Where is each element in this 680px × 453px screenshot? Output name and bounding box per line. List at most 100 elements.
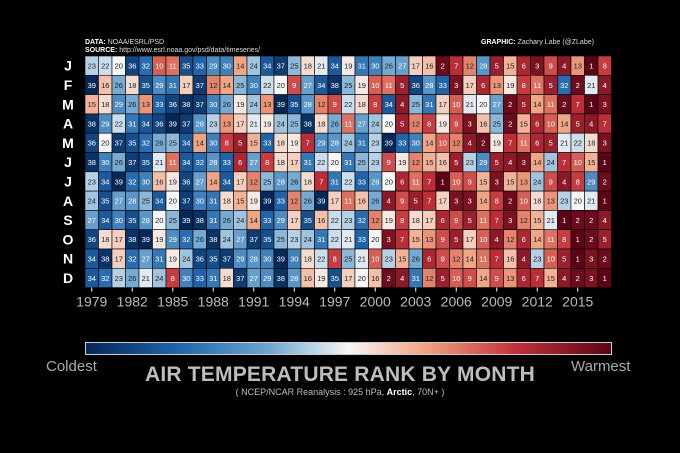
heatmap-cell-value: 22 bbox=[331, 235, 339, 244]
heatmap-cell-value: 7 bbox=[508, 139, 512, 148]
heatmap-cell-value: 18 bbox=[358, 100, 366, 109]
heatmap-cell-value: 16 bbox=[358, 197, 366, 206]
heatmap-cell-value: 15 bbox=[547, 274, 555, 283]
heatmap-cell-value: 33 bbox=[358, 177, 366, 186]
heatmap-cell-value: 24 bbox=[533, 177, 541, 186]
heatmap-cell-value: 5 bbox=[603, 235, 607, 244]
heatmap-cell-value: 22 bbox=[574, 139, 582, 148]
heatmap-cell-value: 25 bbox=[290, 119, 298, 128]
heatmap-cell-value: 38 bbox=[101, 254, 109, 263]
colorbar-warmest-label: Warmest bbox=[571, 358, 631, 375]
heatmap-cell-value: 26 bbox=[331, 119, 339, 128]
heatmap-cell-value: 20 bbox=[385, 119, 393, 128]
heatmap-cell-value: 14 bbox=[533, 235, 541, 244]
heatmap-cell-value: 28 bbox=[142, 216, 150, 225]
heatmap-cell-value: 25 bbox=[169, 216, 177, 225]
month-label: D bbox=[63, 270, 73, 286]
heatmap-cell-value: 12 bbox=[425, 274, 433, 283]
colorbar-coldest-label: Coldest bbox=[46, 358, 97, 375]
heatmap-cell-value: 9 bbox=[549, 61, 553, 70]
heatmap-cell-value: 31 bbox=[155, 254, 163, 263]
heatmap-cell-value: 37 bbox=[196, 100, 204, 109]
heatmap-cell-value: 22 bbox=[263, 81, 271, 90]
heatmap-cell-value: 7 bbox=[603, 119, 607, 128]
heatmap-cell-value: 3 bbox=[468, 197, 472, 206]
heatmap-cell-value: 37 bbox=[277, 61, 285, 70]
heatmap-cell-value: 31 bbox=[358, 61, 366, 70]
x-tick-label: 2003 bbox=[400, 294, 431, 310]
heatmap-cell-value: 34 bbox=[223, 177, 231, 186]
data-value: NOAA/ESRL/PSD bbox=[107, 39, 165, 46]
colorbar bbox=[85, 342, 612, 355]
heatmap-cell-value: 15 bbox=[412, 235, 420, 244]
heatmap-cell-value: 10 bbox=[547, 254, 555, 263]
heatmap-cell-value: 30 bbox=[115, 216, 123, 225]
heatmap-cell-value: 11 bbox=[169, 61, 177, 70]
heatmap-cell-value: 12 bbox=[466, 61, 474, 70]
heatmap-cell-value: 9 bbox=[333, 100, 337, 109]
heatmap-cell-value: 22 bbox=[317, 158, 325, 167]
heatmap-cell-value: 31 bbox=[425, 100, 433, 109]
heatmap-cell-value: 27 bbox=[88, 216, 96, 225]
heatmap-cell-value: 10 bbox=[155, 61, 163, 70]
heatmap-cell-value: 27 bbox=[196, 177, 204, 186]
heatmap-cell-value: 21 bbox=[547, 216, 555, 225]
heatmap-cell-value: 13 bbox=[547, 197, 555, 206]
heatmap-cell-value: 12 bbox=[412, 158, 420, 167]
heatmap-cell-value: 38 bbox=[331, 81, 339, 90]
heatmap-cell-value: 14 bbox=[466, 254, 474, 263]
heatmap-cell-value: 17 bbox=[236, 177, 244, 186]
heatmap-cell-value: 24 bbox=[277, 119, 285, 128]
heatmap-cell-value: 2 bbox=[508, 197, 512, 206]
heatmap-cell-value: 37 bbox=[182, 197, 190, 206]
heatmap-cell-value: 13 bbox=[520, 177, 528, 186]
heatmap-cell-value: 17 bbox=[115, 254, 123, 263]
heatmap-cell-value: 12 bbox=[290, 197, 298, 206]
heatmap-cell-value: 24 bbox=[371, 119, 379, 128]
heatmap-cell-value: 25 bbox=[290, 61, 298, 70]
heatmap-cell-value: 3 bbox=[468, 119, 472, 128]
x-tick-label: 2000 bbox=[360, 294, 391, 310]
heatmap-cell-value: 25 bbox=[358, 158, 366, 167]
heatmap-cell-value: 16 bbox=[304, 274, 312, 283]
credits-data-source: DATA: NOAA/ESRL/PSD SOURCE: http://www.e… bbox=[85, 39, 260, 55]
heatmap-cell-value: 23 bbox=[209, 119, 217, 128]
heatmap-cell-value: 21 bbox=[250, 119, 258, 128]
heatmap-cell-value: 33 bbox=[223, 158, 231, 167]
heatmap-cell-value: 21 bbox=[155, 158, 163, 167]
heatmap-cell-value: 33 bbox=[263, 216, 271, 225]
heatmap-cell-value: 11 bbox=[547, 100, 555, 109]
heatmap-cell-value: 14 bbox=[533, 100, 541, 109]
heatmap-cell-value: 21 bbox=[587, 81, 595, 90]
heatmap-cell-value: 39 bbox=[169, 119, 177, 128]
x-tick-label: 1985 bbox=[157, 294, 188, 310]
heatmap-cell-value: 2 bbox=[589, 216, 593, 225]
heatmap-cell-value: 25 bbox=[277, 235, 285, 244]
heatmap-cell bbox=[597, 267, 612, 288]
heatmap-cell-value: 2 bbox=[441, 61, 445, 70]
heatmap-cell-value: 27 bbox=[250, 274, 258, 283]
heatmap-cell-value: 31 bbox=[209, 197, 217, 206]
heatmap-cell-value: 34 bbox=[101, 177, 109, 186]
graphic-label: GRAPHIC: bbox=[481, 39, 516, 46]
heatmap-cell-value: 26 bbox=[412, 254, 420, 263]
heatmap-cell-value: 18 bbox=[101, 100, 109, 109]
heatmap-cell-value: 32 bbox=[358, 216, 366, 225]
heatmap-cell-value: 33 bbox=[398, 139, 406, 148]
heatmap-cell-value: 20 bbox=[385, 177, 393, 186]
heatmap-cell-value: 19 bbox=[155, 235, 163, 244]
heatmap-cell-value: 38 bbox=[209, 235, 217, 244]
heatmap-cell-value: 26 bbox=[196, 235, 204, 244]
heatmap-cell-value: 8 bbox=[576, 177, 580, 186]
heatmap-cell-value: 26 bbox=[128, 100, 136, 109]
heatmap-cell-value: 6 bbox=[238, 158, 242, 167]
heatmap-cell-value: 5 bbox=[238, 139, 242, 148]
heatmap-cell-value: 38 bbox=[88, 158, 96, 167]
heatmap-cell-value: 4 bbox=[400, 100, 404, 109]
heatmap-cell-value: 36 bbox=[88, 235, 96, 244]
heatmap-cell-value: 3 bbox=[589, 274, 593, 283]
heatmap-cell-value: 1 bbox=[576, 235, 580, 244]
heatmap-cell-value: 25 bbox=[493, 119, 501, 128]
subtitle-prefix: ( NCEP/NCAR Reanalysis : 925 hPa, bbox=[235, 387, 387, 397]
heatmap-cell-value: 5 bbox=[454, 235, 458, 244]
